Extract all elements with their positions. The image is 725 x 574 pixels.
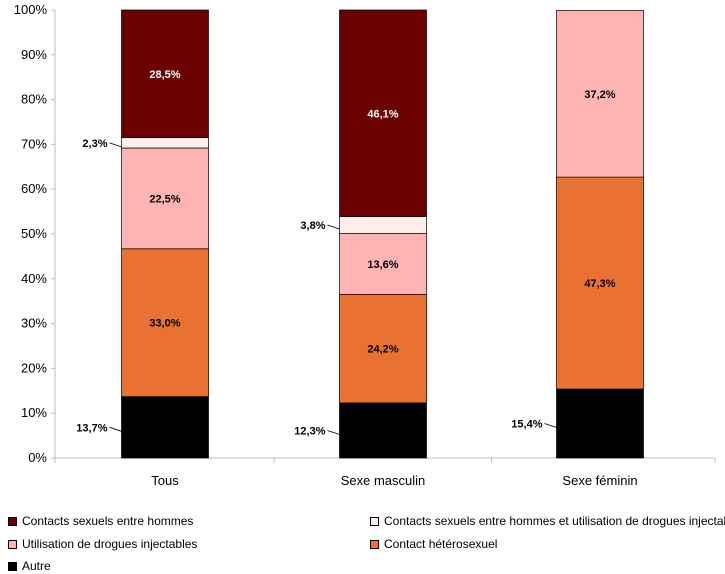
y-tick-label: 100% [14,2,48,17]
legend-item: Contacts sexuels entre hommes et utilisa… [370,514,725,528]
leader-line [327,224,340,230]
y-tick-label: 70% [21,136,47,151]
legend-swatch [370,516,379,526]
legend-swatch [8,516,17,526]
y-tick-label: 30% [21,316,47,331]
legend-item: Utilisation de drogues injectables [8,537,197,551]
leader-line [544,423,557,428]
bar-segment [121,248,209,397]
bar-segment [556,388,644,459]
data-label: 2,3% [82,138,107,150]
data-label: 33,0% [149,318,180,330]
legend-label: Contact hétérosexuel [384,537,498,551]
bar-segment [556,10,644,178]
bar-segment [121,396,209,459]
x-category-label: Sexe féminin [562,473,637,488]
bar-segment [339,233,427,295]
y-tick-label: 10% [21,405,47,420]
x-category-label: Tous [151,473,179,488]
legend-swatch [370,539,379,549]
y-tick-label: 20% [21,360,47,375]
legend-label: Contacts sexuels entre hommes [22,514,194,528]
data-label: 3,8% [300,220,325,232]
data-label: 13,6% [367,259,398,271]
chart-legend: Contacts sexuels entre hommes Contacts se… [8,510,725,574]
y-tick-label: 50% [21,226,47,241]
y-tick-label: 40% [21,271,47,286]
y-tick-label: 60% [21,181,47,196]
bar-segment [121,147,209,250]
data-label: 12,3% [294,425,325,437]
data-label: 37,2% [584,89,615,101]
legend-label: Contacts sexuels entre hommes et utilisa… [384,514,725,528]
leader-line [327,430,340,435]
stacked-bar-chart: 0% 10% 20% 30% 40% 50% 60% 70% 80% 90% 100% Tous Sex… [14,2,716,488]
data-label: 46,1% [367,108,398,120]
data-label: 24,2% [367,344,398,356]
y-tick-label: 80% [21,92,47,107]
bar-segment [339,294,427,404]
data-label: 15,4% [511,419,542,431]
bar-segment [339,216,427,234]
bar-segment [121,137,209,149]
legend-swatch [8,561,17,571]
data-label: 47,3% [584,278,615,290]
legend-swatch [8,539,17,549]
legend-item: Contacts sexuels entre hommes [8,514,193,528]
data-label: 28,5% [149,69,180,81]
x-category-label: Sexe masculin [341,473,426,488]
legend-label: Autre [22,559,51,573]
data-label: 22,5% [149,193,180,205]
legend-item: Autre [8,559,51,573]
y-tick-label: 90% [21,47,47,62]
bar-segment [339,402,427,459]
leader-line [109,426,122,432]
y-tick-label: 0% [28,450,47,465]
bar-segment [339,9,427,217]
data-label: 13,7% [76,422,107,434]
bar-segment [121,9,209,139]
legend-label: Utilisation de drogues injectables [22,537,198,551]
leader-line [109,142,122,148]
legend-item: Contact hétérosexuel [370,537,497,551]
